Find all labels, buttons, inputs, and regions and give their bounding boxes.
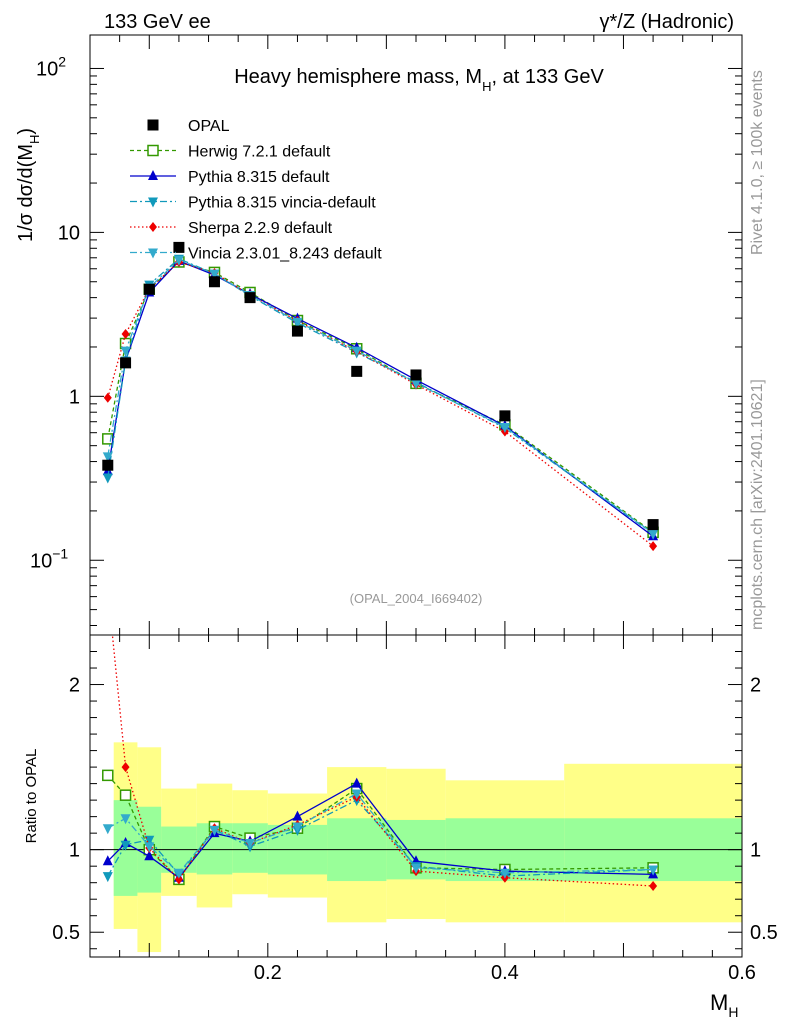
data-point	[173, 241, 185, 253]
data-point	[291, 325, 303, 337]
y-axis-label: 1/σ dσ/d(MH)	[15, 128, 42, 242]
series-point-2	[102, 473, 113, 484]
legend-marker-0	[147, 144, 159, 157]
plot-title: Heavy hemisphere mass, MH, at 133 GeV	[234, 66, 604, 94]
series-line-4	[107, 259, 654, 534]
ratio-point-3	[121, 762, 130, 773]
series-line-3	[107, 261, 654, 547]
header-right: γ*/Z (Hadronic)	[600, 11, 734, 33]
series-point-3	[103, 392, 112, 403]
x-tick-label: 0.4	[491, 962, 519, 984]
ratio-point-4	[209, 825, 220, 836]
legend-label-2: Pythia 8.315 vincia-default	[188, 195, 376, 212]
series-point-4	[209, 269, 220, 280]
ratio-point-4	[173, 868, 184, 879]
legend-label-4: Vincia 2.3.01_8.243 default	[188, 246, 382, 263]
ratio-point-4	[351, 789, 362, 800]
legend-label-3: Sherpa 2.2.9 default	[188, 220, 333, 237]
ratio-y-tick-label: 2	[69, 675, 80, 697]
series-point-4	[351, 346, 362, 357]
series-point-3	[121, 328, 130, 339]
legend-marker-3	[149, 222, 157, 232]
series-point-4	[120, 346, 131, 357]
data-point	[499, 410, 511, 422]
series-point-4	[648, 529, 659, 540]
ratio-point-3	[174, 874, 183, 885]
ratio-point-2	[102, 872, 113, 883]
ratio-y-tick-label: 0.5	[52, 922, 80, 944]
data-point	[102, 459, 114, 471]
ratio-point-1	[292, 810, 303, 821]
legend-label-data: OPAL	[188, 118, 230, 135]
ratio-point-4	[245, 839, 256, 850]
ratio-point-0	[119, 789, 132, 801]
series-line-0	[107, 261, 654, 533]
ratio-point-2	[120, 840, 131, 851]
legend-marker-1	[148, 170, 158, 180]
ratio-point-1	[102, 855, 113, 866]
data-point	[143, 283, 155, 295]
legend-label-0: Herwig 7.2.1 default	[188, 144, 331, 161]
ratio-y-tick-label-right: 1	[750, 840, 761, 862]
series-point-4	[102, 452, 113, 463]
ratio-point-1	[144, 850, 155, 861]
ratio-line-0	[107, 774, 654, 881]
analysis-id: (OPAL_2004_I669402)	[350, 591, 483, 606]
ratio-line-3	[111, 635, 654, 887]
legend-marker-2	[148, 197, 158, 208]
legend: OPAL Herwig 7.2.1 default Pythia 8.315 def…	[130, 118, 382, 263]
series-point-4	[173, 255, 184, 266]
data-point	[208, 276, 220, 288]
legend-label-1: Pythia 8.315 default	[188, 169, 330, 186]
data-point	[410, 369, 422, 381]
series-point-4	[292, 317, 303, 328]
series-point-4	[411, 379, 421, 390]
y-tick-label: 1	[69, 386, 80, 408]
series-line-1	[107, 260, 654, 537]
data-point	[244, 292, 256, 304]
series-point-4	[499, 422, 510, 433]
ratio-plot: 0.5 0.5 1 1 2 2 0.2 0.4 0.6 Ratio to OPAL	[23, 634, 778, 984]
ratio-point-4	[102, 824, 113, 835]
ratio-point-0	[102, 769, 114, 782]
x-tick-label: 0.2	[254, 962, 282, 984]
data-point	[351, 365, 363, 377]
data-point	[120, 357, 132, 369]
ratio-point-4	[144, 842, 155, 853]
ratio-point-4	[499, 868, 510, 879]
y-tick-label: 10	[58, 222, 80, 244]
ratio-point-1	[351, 777, 362, 788]
ratio-y-tick-label: 1	[69, 840, 80, 862]
data-point	[647, 519, 659, 531]
x-axis-label: MH	[710, 990, 738, 1020]
ratio-point-3	[649, 880, 658, 891]
ratio-y-label: Ratio to OPAL	[23, 749, 40, 844]
x-tick-label: 0.6	[728, 962, 756, 984]
mcplots-label: mcplots.cern.ch [arXiv:2401.10621]	[749, 379, 766, 630]
y-tick-label: 10−1	[30, 545, 68, 572]
ratio-point-4	[120, 814, 131, 825]
ratio-y-tick-label-right: 2	[750, 675, 761, 697]
header-left: 133 GeV ee	[104, 11, 211, 33]
ratio-point-4	[292, 822, 303, 833]
legend-marker-data	[147, 119, 159, 131]
y-tick-label: 102	[36, 53, 66, 80]
ratio-point-4	[648, 865, 659, 876]
series-line-2	[107, 258, 654, 535]
rivet-label: Rivet 4.1.0, ≥ 100k events	[749, 70, 766, 255]
main-plot: 10−1 1 10 102 Heavy hemisphere mass, MH, at…	[15, 34, 743, 636]
ratio-y-tick-label-right: 0.5	[750, 922, 778, 944]
series-point-3	[649, 541, 658, 552]
legend-marker-4	[148, 248, 158, 259]
ratio-point-4	[411, 863, 421, 874]
